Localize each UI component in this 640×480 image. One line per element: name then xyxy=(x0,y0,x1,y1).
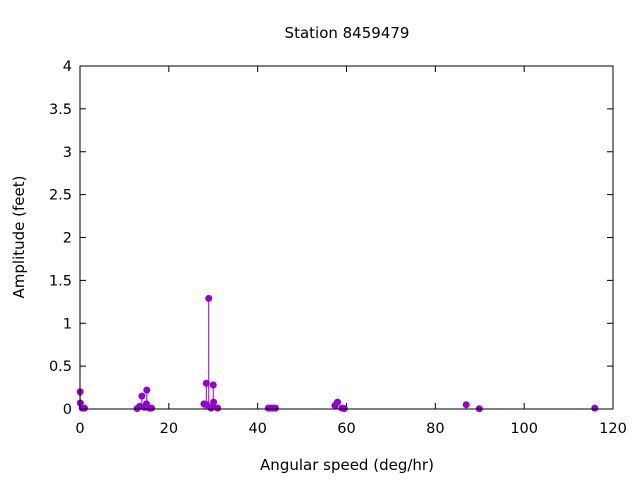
chart-title: Station 8459479 xyxy=(285,24,410,42)
x-tick-label: 40 xyxy=(248,421,266,437)
data-point xyxy=(214,404,222,412)
data-point xyxy=(148,404,156,412)
x-tick-label: 120 xyxy=(599,421,627,437)
data-point xyxy=(591,404,599,412)
x-tick-label: 0 xyxy=(75,421,84,437)
x-axis-label: Angular speed (deg/hr) xyxy=(260,456,434,474)
data-point xyxy=(80,404,88,412)
data-point xyxy=(138,392,146,400)
y-tick-label: 0.5 xyxy=(49,359,72,375)
data-point xyxy=(209,381,217,389)
x-tick-label: 20 xyxy=(160,421,178,437)
x-tick-label: 100 xyxy=(510,421,538,437)
x-tick-label: 60 xyxy=(337,421,355,437)
data-marks xyxy=(76,294,599,413)
data-point xyxy=(205,294,213,302)
data-point xyxy=(271,404,279,412)
y-tick-label: 3 xyxy=(63,145,72,161)
y-tick-label: 4 xyxy=(63,59,72,75)
data-point xyxy=(333,398,341,406)
data-point xyxy=(202,379,210,387)
y-axis-label: Amplitude (feet) xyxy=(10,176,28,299)
y-tick-label: 1 xyxy=(63,316,72,332)
y-tick-label: 2.5 xyxy=(49,188,72,204)
y-tick-label: 3.5 xyxy=(49,102,72,118)
x-tick-label: 80 xyxy=(426,421,444,437)
axes: 0 20 40 60 80 100 120 0 0.5 1 1.5 2 2.5 3 3.5 4 xyxy=(49,59,627,437)
y-tick-label: 0 xyxy=(63,402,72,418)
data-point xyxy=(143,386,151,394)
y-tick-label: 1.5 xyxy=(49,273,72,289)
plot-border xyxy=(79,65,614,410)
data-point xyxy=(210,398,218,406)
data-point xyxy=(462,401,470,409)
y-tick-label: 2 xyxy=(63,231,72,247)
